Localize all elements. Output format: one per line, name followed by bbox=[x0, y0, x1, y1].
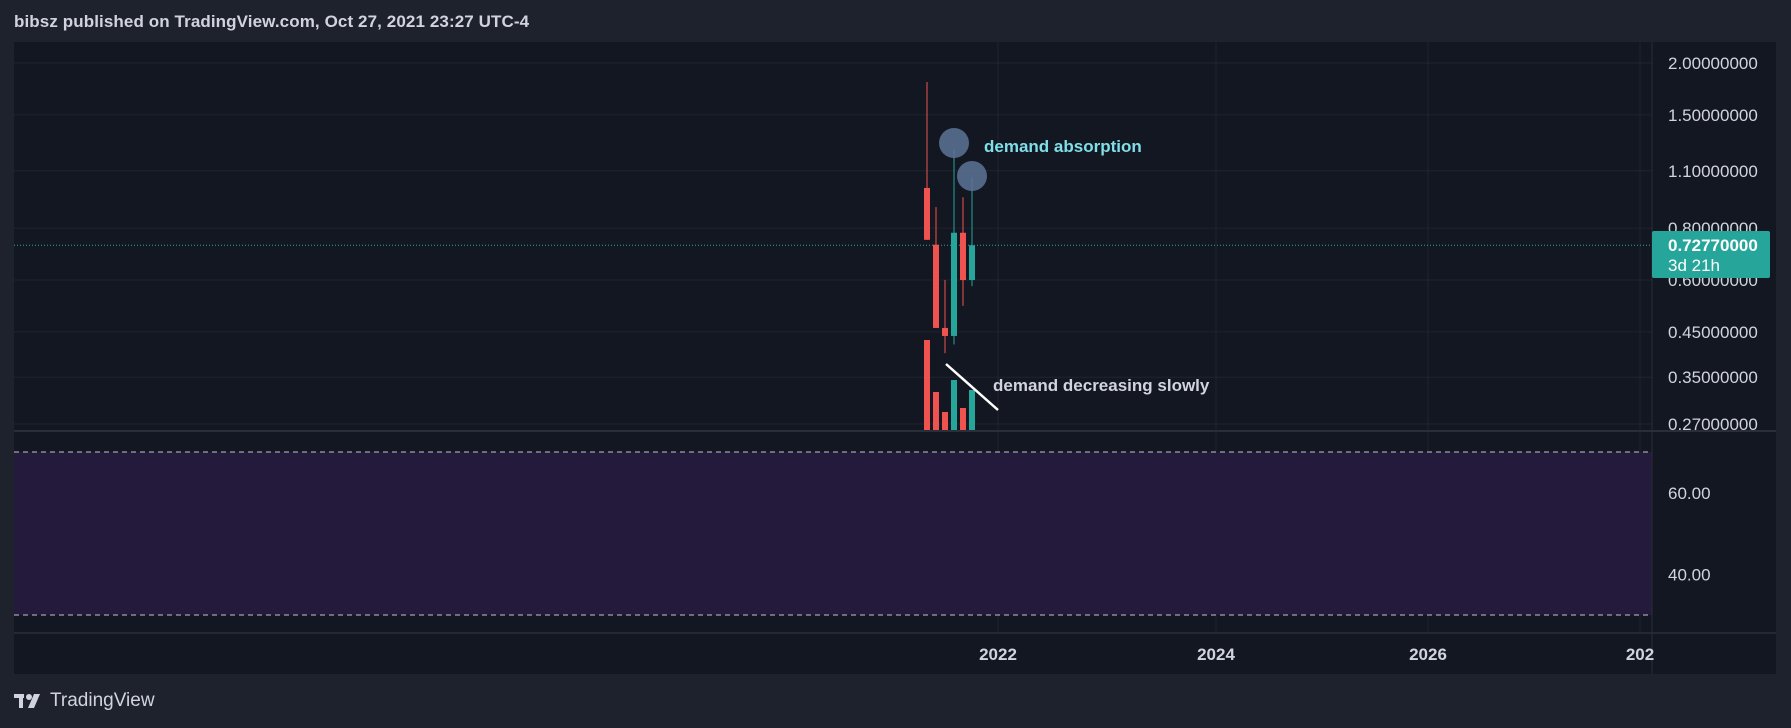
time-tick-label: 2024 bbox=[1197, 645, 1235, 664]
footer-brand-text: TradingView bbox=[50, 690, 155, 711]
tradingview-logo-icon bbox=[14, 694, 40, 708]
demand-circle-1[interactable] bbox=[939, 128, 969, 158]
current-price-countdown: 3d 21h bbox=[1668, 256, 1720, 275]
candle-body bbox=[969, 245, 975, 281]
volume-bar bbox=[960, 408, 966, 430]
demand-trend-line[interactable] bbox=[945, 363, 999, 411]
current-price-tag: 0.72770000 3d 21h bbox=[1652, 231, 1770, 278]
time-tick-label: 2026 bbox=[1409, 645, 1447, 664]
candle-body bbox=[960, 232, 966, 281]
candles bbox=[924, 81, 975, 354]
volume-bar bbox=[942, 412, 948, 430]
rsi-band bbox=[14, 452, 1652, 615]
candle-body bbox=[951, 232, 957, 336]
volume-bar bbox=[969, 390, 975, 430]
price-tick-label: 1.10000000 bbox=[1668, 162, 1758, 181]
time-tick-label: 202 bbox=[1626, 645, 1654, 664]
demand-circle-2[interactable] bbox=[957, 161, 987, 191]
price-axis-ticks: 2.000000001.500000001.100000000.80000000… bbox=[1668, 54, 1758, 434]
price-axis-area[interactable] bbox=[1652, 42, 1776, 632]
publish-header: bibsz published on TradingView.com, Oct … bbox=[14, 12, 530, 31]
price-pane[interactable] bbox=[14, 42, 1652, 430]
current-price-label: 0.72770000 bbox=[1668, 236, 1758, 255]
time-tick-label: 2022 bbox=[979, 645, 1017, 664]
rsi-axis-ticks: 60.00 40.00 bbox=[1668, 484, 1711, 585]
volume-bar bbox=[924, 340, 930, 430]
price-tick-label: 1.50000000 bbox=[1668, 106, 1758, 125]
candle-body bbox=[924, 187, 930, 240]
volume-bar bbox=[951, 380, 957, 430]
candle-body bbox=[933, 244, 939, 328]
candle-body bbox=[942, 327, 948, 336]
volume-bar bbox=[933, 392, 939, 430]
footer-brand[interactable]: TradingView bbox=[14, 690, 155, 712]
price-tick-label: 2.00000000 bbox=[1668, 54, 1758, 73]
annotation-demand-absorption[interactable]: demand absorption bbox=[984, 137, 1142, 156]
rsi-tick-label: 40.00 bbox=[1668, 565, 1711, 584]
price-tick-label: 0.27000000 bbox=[1668, 415, 1758, 434]
volume-bars bbox=[924, 340, 975, 430]
time-axis-ticks: 2022 2024 2026 202 bbox=[979, 645, 1654, 664]
price-tick-label: 0.35000000 bbox=[1668, 368, 1758, 387]
price-tick-label: 0.45000000 bbox=[1668, 323, 1758, 342]
time-axis-area[interactable] bbox=[14, 634, 1776, 674]
rsi-tick-label: 60.00 bbox=[1668, 484, 1711, 503]
annotation-demand-decreasing[interactable]: demand decreasing slowly bbox=[993, 376, 1210, 395]
